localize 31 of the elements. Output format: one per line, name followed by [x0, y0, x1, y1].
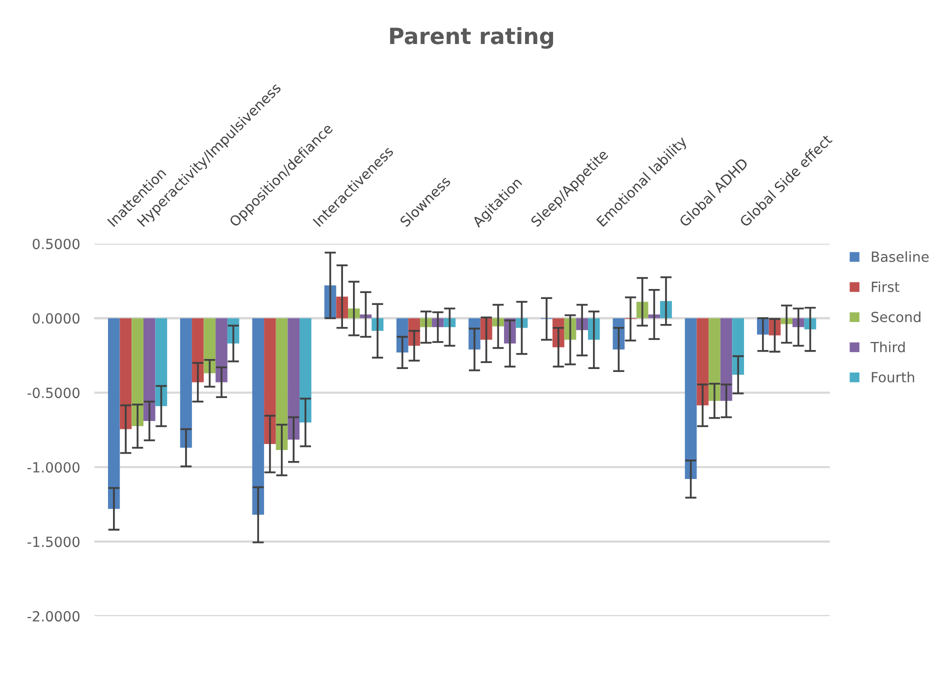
chart-title: Parent rating [390, 27, 554, 49]
bar [108, 318, 120, 509]
legend-label: Second [871, 311, 920, 322]
bar [120, 318, 132, 430]
y-tick-label: -1.0000 [27, 462, 80, 473]
bar [276, 318, 288, 450]
bar [204, 318, 216, 374]
bar [732, 318, 744, 375]
bar [696, 318, 709, 406]
y-tick-label: 0.0000 [32, 313, 80, 324]
bar [708, 318, 720, 401]
bar [252, 318, 264, 515]
bar [216, 318, 228, 382]
bar [720, 318, 732, 401]
y-tick-label: -2.0000 [27, 611, 80, 622]
legend-label: Fourth [872, 372, 914, 382]
bar [155, 318, 168, 406]
bar [192, 318, 204, 382]
bar [300, 318, 312, 422]
bar [132, 318, 144, 426]
y-tick-label: 0.5000 [32, 238, 80, 250]
legend-label: Baseline [872, 251, 929, 262]
bar [143, 318, 156, 421]
bar [288, 318, 300, 440]
y-tick-label: -0.5000 [27, 388, 80, 398]
bar [264, 318, 276, 444]
bar [180, 318, 192, 448]
legend-label: Third [870, 342, 905, 352]
bar [684, 318, 697, 480]
legend-label: First [872, 281, 900, 292]
y-tick-label: -1.5000 [27, 536, 80, 548]
